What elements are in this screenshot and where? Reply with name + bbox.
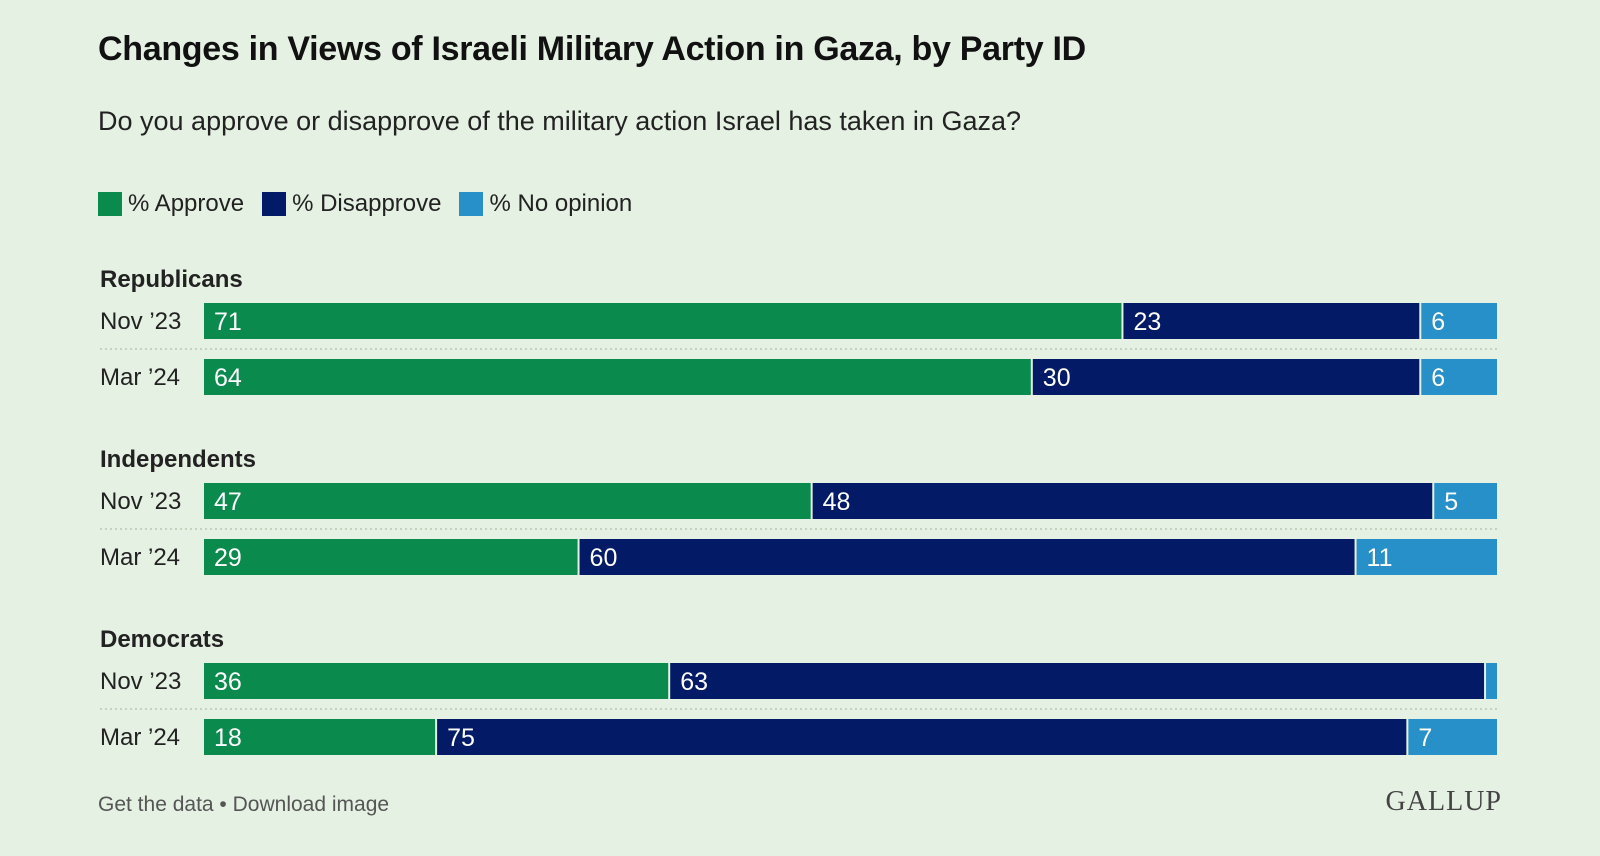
row-label-g1-r1: Mar ’24 — [100, 544, 180, 571]
legend-approve-swatch — [98, 192, 122, 216]
row-label-g2-r0: Nov ’23 — [100, 668, 181, 695]
bar-label-g0-r1-s1: 30 — [1043, 364, 1071, 392]
row-label-g1-r0: Nov ’23 — [100, 488, 181, 515]
bar-g1-r0-s0 — [204, 483, 811, 519]
group-label-independents: Independents — [100, 446, 256, 473]
bar-label-g0-r0-s0: 71 — [214, 308, 242, 336]
legend-approve: % Approve — [98, 190, 244, 218]
legend-no-opinion-swatch — [459, 192, 484, 216]
bar-g0-r0-s2 — [1421, 303, 1497, 339]
bar-label-g1-r0-s0: 47 — [214, 488, 242, 516]
bar-g2-r0-s1 — [670, 663, 1485, 699]
group-label-republicans: Republicans — [100, 266, 243, 293]
bar-label-g0-r0-s1: 23 — [1133, 308, 1161, 336]
chart-subtitle: Do you approve or disapprove of the mili… — [98, 106, 1021, 136]
bar-g0-r1-s0 — [204, 359, 1031, 395]
bar-g0-r1-s1 — [1032, 359, 1420, 395]
bar-label-g0-r1-s0: 64 — [214, 364, 242, 392]
legend: % Approve % Disapprove % No opinion — [98, 190, 650, 218]
bar-g1-r0-s1 — [812, 483, 1433, 519]
footer-separator: • — [213, 793, 233, 816]
bar-g1-r1-s2 — [1356, 539, 1497, 575]
bar-g1-r1-s1 — [579, 539, 1355, 575]
row-label-g0-r1: Mar ’24 — [100, 364, 180, 391]
bar-label-g2-r1-s1: 75 — [447, 724, 475, 752]
bar-g1-r0-s2 — [1434, 483, 1497, 519]
row-label-g2-r1: Mar ’24 — [100, 724, 180, 751]
bar-label-g1-r0-s2: 5 — [1444, 488, 1458, 516]
bar-label-g1-r0-s1: 48 — [823, 488, 851, 516]
bar-label-g0-r1-s2: 6 — [1431, 364, 1445, 392]
get-data-link[interactable]: Get the data — [98, 793, 214, 816]
legend-no-opinion-label: % No opinion — [489, 190, 633, 217]
bar-g2-r1-s2 — [1408, 719, 1497, 755]
legend-disapprove: % Disapprove — [262, 190, 441, 218]
footer-links: Get the data • Download image — [98, 793, 389, 817]
bar-label-g2-r1-s0: 18 — [214, 724, 242, 752]
bar-g2-r1-s1 — [437, 719, 1407, 755]
row-label-g0-r0: Nov ’23 — [100, 308, 181, 335]
bar-label-g1-r1-s1: 60 — [590, 544, 618, 572]
bar-label-g0-r0-s2: 6 — [1431, 308, 1445, 336]
bar-g0-r1-s2 — [1421, 359, 1497, 395]
legend-disapprove-label: % Disapprove — [292, 190, 442, 217]
bar-g1-r1-s0 — [204, 539, 578, 575]
bar-g2-r0-s0 — [204, 663, 669, 699]
legend-approve-label: % Approve — [128, 190, 245, 217]
bar-label-g2-r0-s1: 63 — [680, 668, 708, 696]
bar-g0-r0-s0 — [204, 303, 1122, 339]
bar-label-g1-r1-s0: 29 — [214, 544, 242, 572]
legend-no-opinion: % No opinion — [459, 190, 632, 218]
group-label-democrats: Democrats — [100, 626, 224, 653]
gallup-logo: GALLUP — [1385, 786, 1502, 817]
chart-title: Changes in Views of Israeli Military Act… — [98, 30, 1086, 68]
bar-label-g2-r0-s0: 36 — [214, 668, 242, 696]
bar-label-g1-r1-s2: 11 — [1367, 544, 1393, 572]
download-image-link[interactable]: Download image — [232, 793, 390, 816]
legend-disapprove-swatch — [262, 192, 287, 216]
bar-g0-r0-s1 — [1123, 303, 1420, 339]
bar-g2-r0-s2 — [1486, 663, 1497, 699]
bar-label-g2-r1-s2: 7 — [1418, 724, 1432, 752]
bar-g2-r1-s0 — [204, 719, 436, 755]
